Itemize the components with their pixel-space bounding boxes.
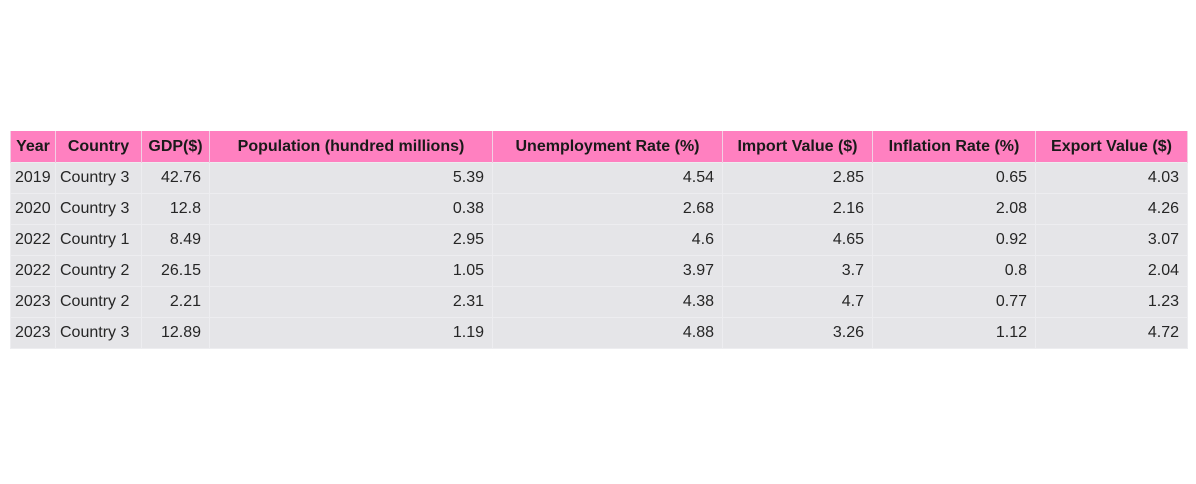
table-cell: 0.8	[872, 255, 1036, 287]
table-cell: 4.6	[492, 224, 723, 256]
table-cell: 2019	[10, 162, 56, 194]
column-header: Population (hundred millions)	[209, 131, 493, 163]
table-row: 2019 Country 3 42.76 5.39 4.54 2.85 0.65 4.03	[10, 162, 1188, 194]
table-cell: 1.23	[1035, 286, 1188, 318]
table-cell: 4.72	[1035, 317, 1188, 349]
column-header: GDP($)	[141, 131, 210, 163]
table-cell: 1.19	[209, 317, 493, 349]
table-cell: 12.89	[141, 317, 210, 349]
table-cell: 8.49	[141, 224, 210, 256]
table-cell: 2022	[10, 224, 56, 256]
table-cell: Country 3	[55, 193, 142, 225]
table-cell: 3.07	[1035, 224, 1188, 256]
table-cell: 2.95	[209, 224, 493, 256]
table-cell: 2.16	[722, 193, 873, 225]
table-cell: 2.08	[872, 193, 1036, 225]
table-cell: 2022	[10, 255, 56, 287]
table-cell: 26.15	[141, 255, 210, 287]
table-cell: 2.04	[1035, 255, 1188, 287]
table-cell: 0.77	[872, 286, 1036, 318]
table-row: 2023 Country 3 12.89 1.19 4.88 3.26 1.12 4.72	[10, 317, 1188, 349]
table-row: 2023 Country 2 2.21 2.31 4.38 4.7 0.77 1.23	[10, 286, 1188, 318]
table-cell: 2.85	[722, 162, 873, 194]
column-header: Country	[55, 131, 142, 163]
table-header-row: Year Country GDP($) Population (hundred mil…	[10, 131, 1188, 163]
table-cell: 0.38	[209, 193, 493, 225]
table-cell: 2.31	[209, 286, 493, 318]
table-cell: 12.8	[141, 193, 210, 225]
data-table-container: Year Country GDP($) Population (hundred mil…	[10, 131, 1188, 349]
table-cell: Country 2	[55, 286, 142, 318]
table-row: 2022 Country 2 26.15 1.05 3.97 3.7 0.8 2.04	[10, 255, 1188, 287]
table-cell: 42.76	[141, 162, 210, 194]
table-cell: 4.54	[492, 162, 723, 194]
table-cell: 2.68	[492, 193, 723, 225]
table-cell: 3.26	[722, 317, 873, 349]
column-header: Year	[10, 131, 56, 163]
data-table: Year Country GDP($) Population (hundred mil…	[10, 131, 1188, 349]
table-cell: Country 3	[55, 162, 142, 194]
table-cell: 2020	[10, 193, 56, 225]
table-cell: 2023	[10, 317, 56, 349]
table-cell: 4.03	[1035, 162, 1188, 194]
table-cell: 4.88	[492, 317, 723, 349]
table-cell: 1.12	[872, 317, 1036, 349]
table-row: 2020 Country 3 12.8 0.38 2.68 2.16 2.08 4.26	[10, 193, 1188, 225]
table-body: 2019 Country 3 42.76 5.39 4.54 2.85 0.65 4.03 20…	[10, 162, 1188, 349]
table-cell: Country 2	[55, 255, 142, 287]
table-cell: 4.38	[492, 286, 723, 318]
table-cell: 4.7	[722, 286, 873, 318]
table-cell: 3.97	[492, 255, 723, 287]
column-header: Unemployment Rate (%)	[492, 131, 723, 163]
table-cell: 2023	[10, 286, 56, 318]
table-cell: 0.65	[872, 162, 1036, 194]
table-cell: Country 3	[55, 317, 142, 349]
table-cell: 4.26	[1035, 193, 1188, 225]
table-row: 2022 Country 1 8.49 2.95 4.6 4.65 0.92 3.07	[10, 224, 1188, 256]
column-header: Import Value ($)	[722, 131, 873, 163]
table-cell: 0.92	[872, 224, 1036, 256]
table-cell: 2.21	[141, 286, 210, 318]
table-cell: Country 1	[55, 224, 142, 256]
table-cell: 1.05	[209, 255, 493, 287]
table-cell: 5.39	[209, 162, 493, 194]
column-header: Inflation Rate (%)	[872, 131, 1036, 163]
column-header: Export Value ($)	[1035, 131, 1188, 163]
table-cell: 4.65	[722, 224, 873, 256]
table-cell: 3.7	[722, 255, 873, 287]
